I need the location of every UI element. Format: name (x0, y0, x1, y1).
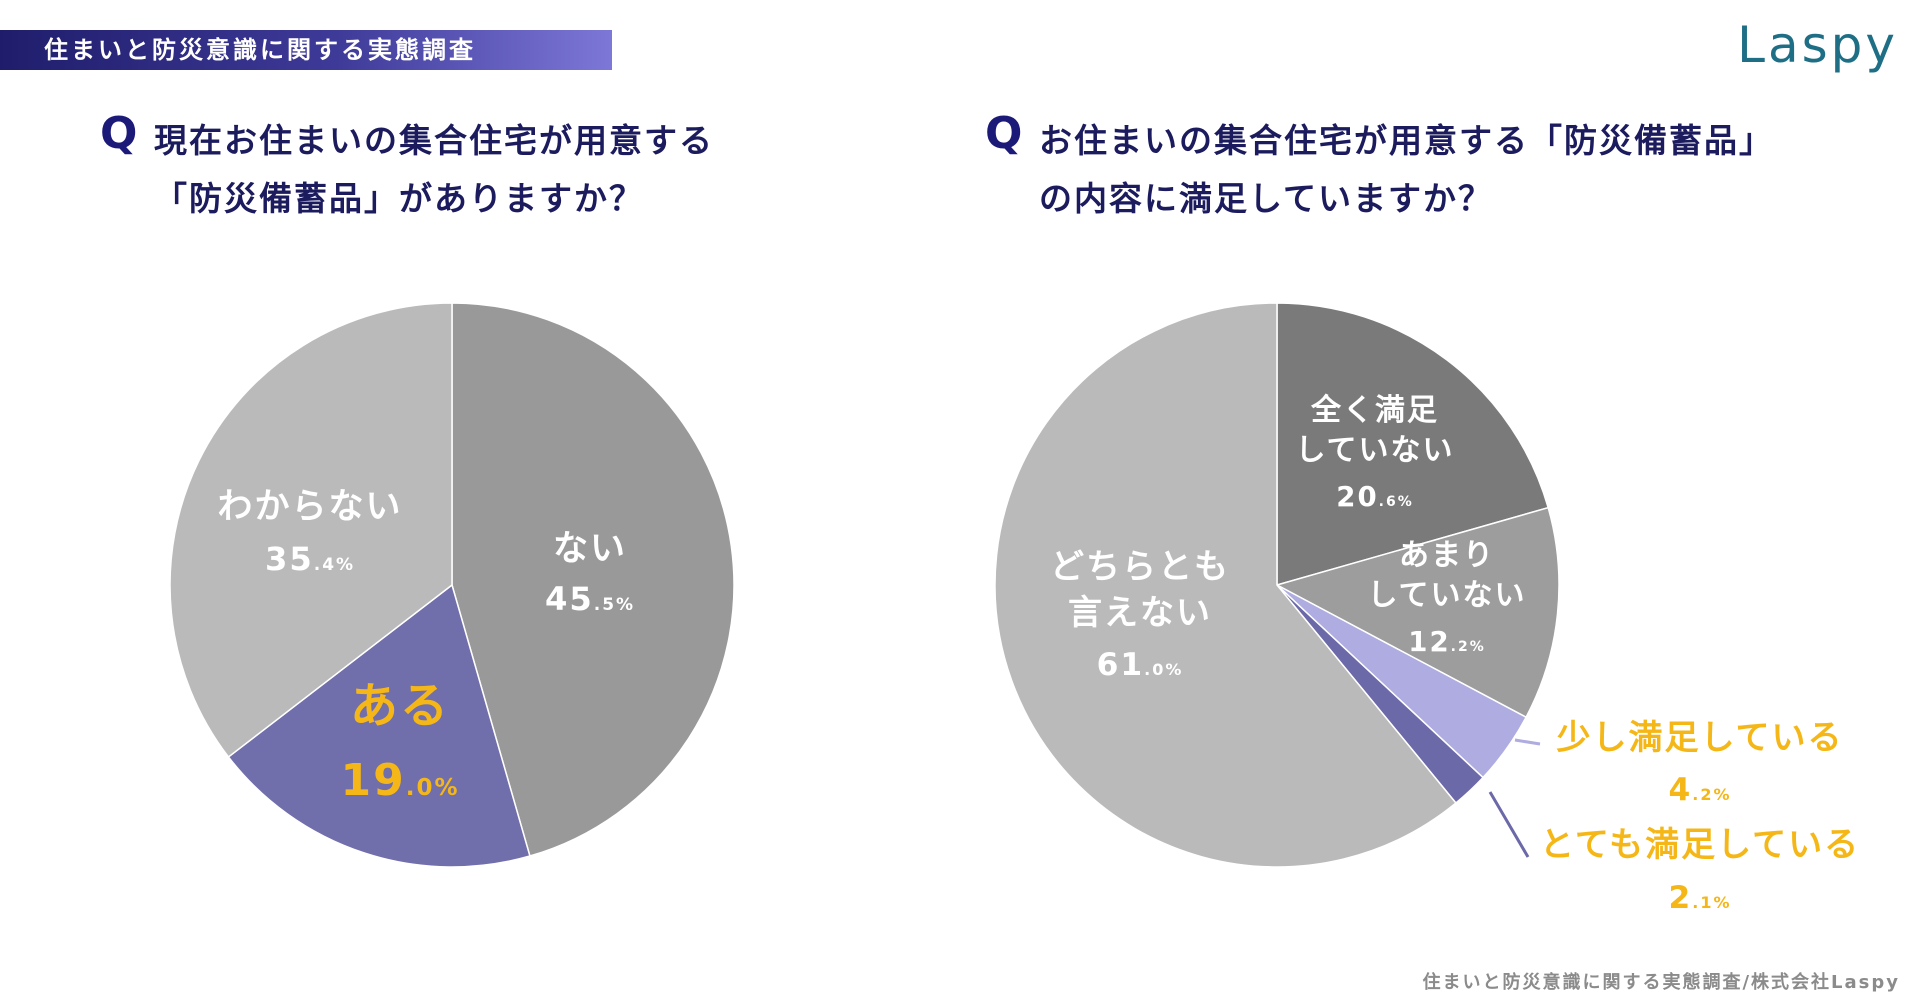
chart2-value-1: 20.6% (1336, 480, 1414, 513)
chart2-label-1: していない (1295, 433, 1454, 468)
chart2-value-3: 4.2% (1668, 772, 1731, 808)
chart2-label-4: とても満足している (1540, 825, 1860, 865)
chart2-label-3: 少し満足している (1557, 718, 1844, 758)
chart2-label-5: 言えない (1068, 593, 1212, 633)
chart2-label-2: あまり (1399, 538, 1495, 573)
laspy-logo: Laspy (1737, 16, 1898, 74)
question-right-text: お住まいの集合住宅が用意する「防災備蓄品」 の内容に満足していますか？ (1039, 112, 1774, 228)
chart1-label-2: ある (350, 678, 450, 734)
question-left-line2: 「防災備蓄品」がありますか？ (154, 179, 644, 218)
chart1-label-3: わからない (217, 487, 402, 527)
chart2-label-5: どちらとも (1050, 547, 1230, 587)
chart1-value-1: 45.5% (545, 580, 635, 618)
chart2-label-1: 全く満足 (1310, 393, 1439, 428)
chart1-slice-1 (451, 302, 735, 857)
chart1-slice-3 (169, 302, 453, 758)
chart1-value-3: 35.4% (265, 540, 355, 578)
chart1-label-1: ない (553, 529, 627, 569)
survey-title-banner: 住まいと防災意識に関する実態調査 (0, 30, 612, 70)
chart2-value-4: 2.1% (1668, 880, 1731, 916)
source-footer: 住まいと防災意識に関する実態調査/株式会社Laspy (1422, 972, 1900, 993)
chart2-value-5: 61.0% (1097, 647, 1184, 683)
q-mark: Q (100, 108, 138, 159)
chart2-label-2: していない (1367, 578, 1526, 613)
question-right-line1: お住まいの集合住宅が用意する「防災備蓄品」 (1039, 121, 1774, 160)
chart2-callout-line-3 (1514, 738, 1541, 746)
question-right-line2: の内容に満足していますか？ (1039, 179, 1494, 218)
chart1-slice-2 (227, 583, 531, 868)
chart2-value-2: 12.2% (1408, 625, 1486, 658)
question-left-line1: 現在お住まいの集合住宅が用意する (154, 121, 714, 160)
chart2-callout-line-4 (1488, 791, 1530, 858)
chart2-slice-2 (1275, 506, 1560, 719)
chart1-value-2: 19.0% (340, 755, 459, 806)
chart2-slice-1 (1276, 302, 1550, 586)
q-mark: Q (985, 108, 1023, 159)
chart2-slice-5 (994, 302, 1457, 868)
question-left-text: 現在お住まいの集合住宅が用意する 「防災備蓄品」がありますか？ (154, 112, 714, 228)
